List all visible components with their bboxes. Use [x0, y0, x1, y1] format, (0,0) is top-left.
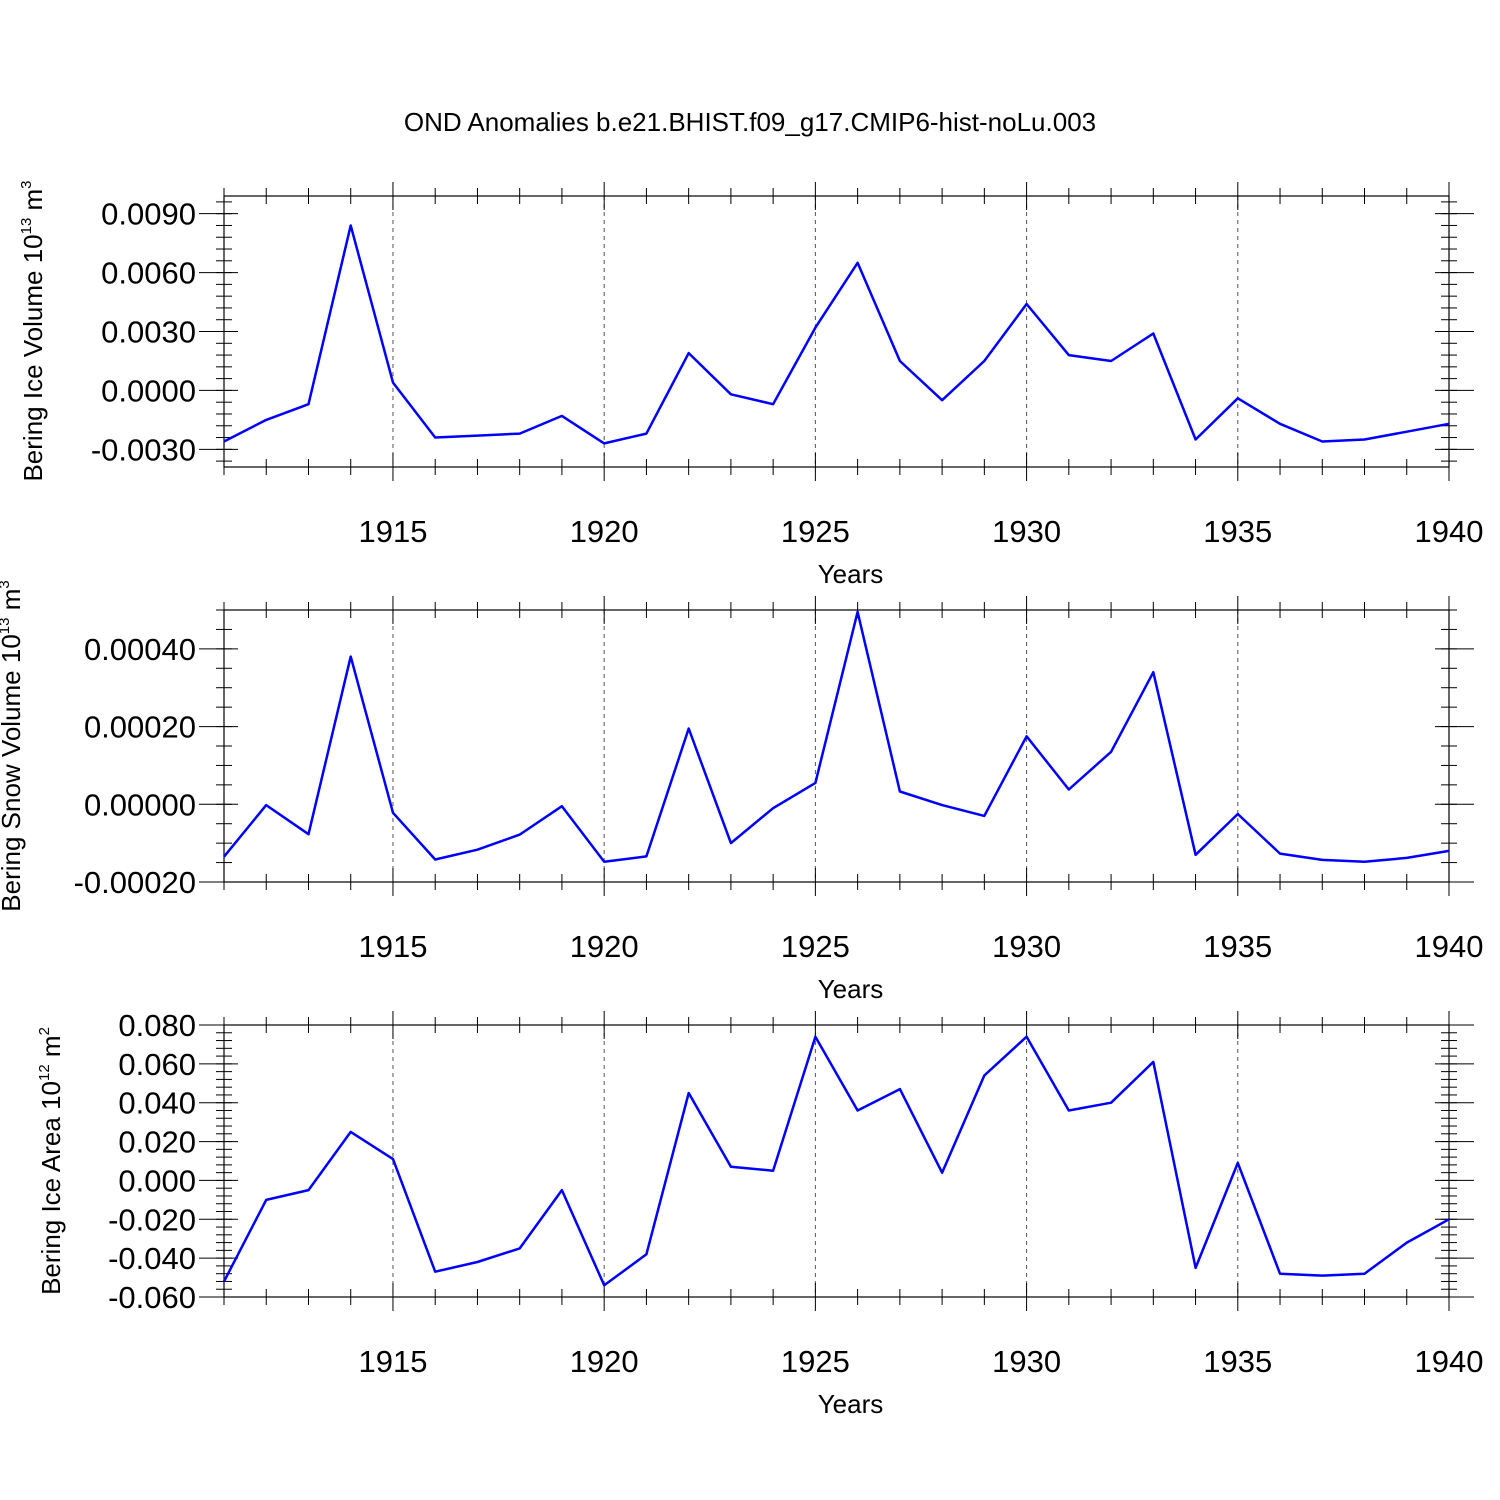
y-axis-title-superscript: 13 — [0, 618, 13, 635]
panel-1: -0.0030 0.0000 0.0030 0.0060 0.0090 1915 1920 1… — [18, 180, 1483, 589]
plot-frame — [223, 1024, 1450, 1298]
y-tick-label: -0.00020 — [74, 865, 196, 900]
y-tick-label: -0.0030 — [91, 432, 196, 467]
x-axis-title: Years — [818, 559, 884, 589]
y-tick-label: 0.080 — [118, 1008, 196, 1043]
x-axis-title: Years — [818, 1389, 884, 1419]
x-tick-label: 1935 — [1203, 514, 1272, 549]
y-axis-title-text: m — [36, 1035, 66, 1064]
x-tick-label: 1940 — [1415, 1344, 1484, 1379]
y-tick-label: 0.0030 — [101, 315, 196, 350]
x-tick-label: 1925 — [781, 514, 850, 549]
series-line — [223, 610, 1450, 864]
y-axis-title-superscript: 3 — [0, 580, 13, 588]
y-tick-label: -0.020 — [108, 1202, 196, 1237]
y-axis-title-text: m — [0, 589, 26, 618]
x-axis-title: Years — [818, 974, 884, 1004]
y-axis-title: Bering Snow Volume 1013 m3 — [0, 580, 26, 911]
y-tick-label: -0.040 — [108, 1241, 196, 1276]
y-tick-label: -0.060 — [108, 1280, 196, 1315]
y-tick-label: 0.00040 — [84, 632, 196, 667]
y-tick-label: 0.020 — [118, 1125, 196, 1160]
y-tick-label: 0.00020 — [84, 710, 196, 745]
y-axis-title-text: Bering Ice Area 10 — [36, 1081, 66, 1295]
panels: -0.0030 0.0000 0.0030 0.0060 0.0090 1915 1920 1… — [0, 180, 1483, 1419]
x-tick-label: 1915 — [358, 514, 427, 549]
y-tick-label: 0.00000 — [84, 787, 196, 822]
x-tick-label: 1930 — [992, 1344, 1061, 1379]
y-tick-label: 0.040 — [118, 1086, 196, 1121]
series-line — [222, 1035, 1450, 1287]
y-tick-label: 0.0090 — [101, 197, 196, 232]
y-axis-title-superscript: 2 — [36, 1027, 53, 1035]
x-tick-label: 1935 — [1203, 929, 1272, 964]
x-tick-label: 1930 — [992, 929, 1061, 964]
y-axis-title-text: m — [18, 189, 48, 218]
x-tick-label: 1925 — [781, 1344, 850, 1379]
x-tick-label: 1920 — [570, 514, 639, 549]
y-axis-title: Bering Ice Area 1012 m2 — [36, 1027, 66, 1295]
y-tick-label: 0.000 — [118, 1163, 196, 1198]
chart-title: OND Anomalies b.e21.BHIST.f09_g17.CMIP6-… — [404, 107, 1096, 137]
y-axis-title-superscript: 12 — [36, 1064, 53, 1081]
x-tick-label: 1915 — [358, 929, 427, 964]
x-tick-label: 1920 — [570, 1344, 639, 1379]
x-tick-label: 1915 — [358, 1344, 427, 1379]
x-tick-label: 1930 — [992, 514, 1061, 549]
series-line — [223, 224, 1450, 445]
x-tick-label: 1920 — [570, 929, 639, 964]
y-axis-title-superscript: 3 — [18, 180, 35, 188]
x-tick-label: 1925 — [781, 929, 850, 964]
x-tick-label: 1940 — [1415, 929, 1484, 964]
panel-3: -0.060 -0.040 -0.020 0.0000.020 0.040 0.060 0.… — [36, 1008, 1483, 1419]
y-axis-title: Bering Ice Volume 1013 m3 — [18, 180, 48, 481]
plot-frame — [223, 195, 1450, 468]
y-tick-label: 0.060 — [118, 1047, 196, 1082]
y-axis-title-superscript: 13 — [18, 218, 35, 235]
y-axis-title-text: Bering Ice Volume 10 — [18, 234, 48, 481]
y-axis-title-text: Bering Snow Volume 10 — [0, 634, 26, 912]
y-tick-label: 0.0000 — [101, 373, 196, 408]
x-tick-label: 1940 — [1415, 514, 1484, 549]
x-tick-label: 1935 — [1203, 1344, 1272, 1379]
panel-2: -0.00020 0.00000 0.00020 0.00040 1915 1920 192… — [0, 580, 1483, 1004]
y-tick-label: 0.0060 — [101, 256, 196, 291]
